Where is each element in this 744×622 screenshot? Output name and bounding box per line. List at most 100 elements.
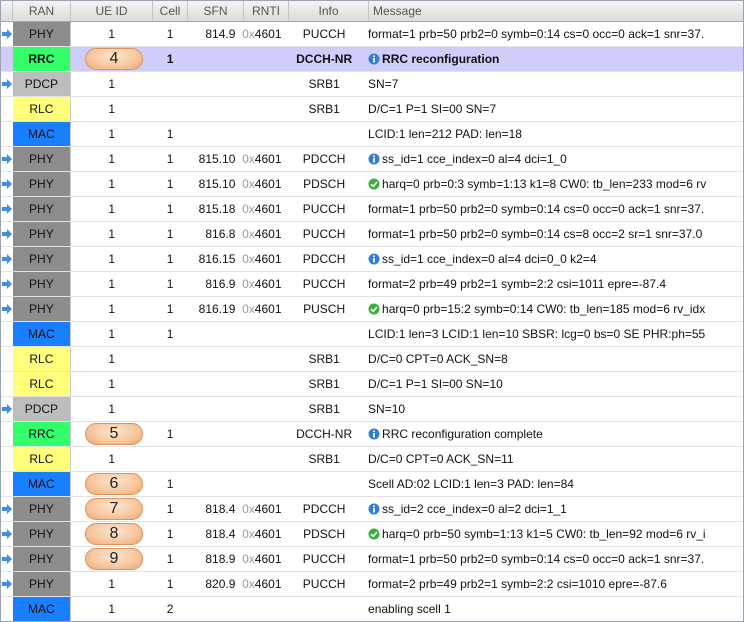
table-row[interactable]: PHY 1 818.4 0x4601 PDSCH harq=0 prb=50 symb=1… [1,522,743,547]
row-arrow-cell [1,572,13,596]
ran-layer-cell: PHY [12,547,71,571]
direction-arrow-icon [2,279,12,289]
header-ue-id[interactable]: UE ID [71,1,153,21]
table-row[interactable]: PHY 1 1 815.18 0x4601 PUCCH format=1 prb=50 pr… [1,197,743,222]
row-arrow-cell [1,47,13,71]
cell-id-cell: 1 [166,27,174,41]
table-row[interactable]: RRC 1 DCCH-NR RRC reconfiguration complete 5 [1,422,743,447]
rnti-cell [239,372,284,396]
table-row[interactable]: PHY 1 1 820.9 0x4601 PUCCH format=2 prb=49 prb… [1,572,743,597]
info-cell: SRB1 [308,402,340,416]
cell-id-cell: 1 [166,227,174,241]
message-cell: harq=0 prb=0:3 symb=1:13 k1=8 CW0: tb_le… [364,172,743,196]
table-row[interactable]: PHY 1 1 816.9 0x4601 PUCCH format=2 prb=49 prb… [1,272,743,297]
table-row[interactable]: PHY 1 1 815.10 0x4601 PDSCH harq=0 prb=0:3 sym… [1,172,743,197]
message-cell: ss_id=2 cce_index=0 al=2 dci=1_1 [364,497,743,521]
table-row[interactable]: RLC 1 SRB1 D/C=1 P=1 SI=00 SN=10 [1,372,743,397]
table-row[interactable]: MAC 1 1 LCID:1 len=212 PAD: len=18 [1,122,743,147]
ue-id-cell: 1 [108,227,116,241]
table-row[interactable]: PHY 1 1 816.8 0x4601 PUCCH format=1 prb=50 prb… [1,222,743,247]
table-row[interactable]: PHY 1 818.4 0x4601 PDCCH ss_id=2 cce_index=0 … [1,497,743,522]
direction-arrow-icon [2,154,12,164]
header-message[interactable]: Message [373,4,422,18]
ran-layer-cell: RLC [12,447,71,471]
table-row[interactable]: RLC 1 SRB1 D/C=0 CPT=0 ACK_SN=11 [1,447,743,472]
table-row[interactable]: RLC 1 SRB1 D/C=1 P=1 SI=00 SN=7 [1,97,743,122]
rnti-cell [239,97,284,121]
message-cell: SN=10 [364,397,743,421]
message-text: enabling scell 1 [368,602,451,616]
table-row[interactable]: MAC 1 1 LCID:1 len=3 LCID:1 len=10 SBSR: lc… [1,322,743,347]
rnti-value: 4601 [254,502,282,516]
message-text: RRC reconfiguration complete [382,427,543,441]
cell-id-cell: 1 [166,527,174,541]
table-row[interactable]: PHY 1 818.9 0x4601 PUCCH format=1 prb=50 prb2… [1,547,743,572]
rnti-prefix: 0x [242,577,255,591]
table-row[interactable]: PHY 1 1 816.19 0x4601 PUSCH harq=0 prb=15:2 sy… [1,297,743,322]
ran-layer-cell: PHY [12,197,71,221]
header-rnti[interactable]: RNTI [244,1,289,21]
message-cell: D/C=0 CPT=0 ACK_SN=11 [364,447,743,471]
cell-id-cell: 1 [166,577,174,591]
sfn-cell: 815.10 [198,152,236,166]
check-icon [368,528,380,540]
row-arrow-cell [1,422,13,446]
direction-arrow-icon [2,229,12,239]
table-row[interactable]: RLC 1 SRB1 D/C=0 CPT=0 ACK_SN=8 [1,347,743,372]
message-text: format=1 prb=50 prb2=0 symb=0:14 cs=8 oc… [368,227,703,241]
cell-id-cell: 1 [166,177,174,191]
row-arrow-cell [1,522,13,546]
ue-id-cell: 1 [108,277,116,291]
message-text: format=1 prb=50 prb2=0 symb=0:14 cs=0 oc… [368,202,705,216]
rnti-cell: 0x4601 [239,172,284,196]
table-row[interactable]: MAC 1 2 enabling scell 1 [1,597,743,621]
header-cell[interactable]: Cell [153,1,188,21]
header-sfn[interactable]: SFN [188,1,244,21]
table-row[interactable]: PHY 1 1 815.10 0x4601 PDCCH ss_id=1 cce_index=… [1,147,743,172]
sfn-cell [188,447,240,471]
ue-id-cell: 1 [108,377,116,391]
table-row[interactable]: PDCP 1 SRB1 SN=7 [1,72,743,97]
rnti-prefix: 0x [242,502,255,516]
message-text: SN=7 [368,77,399,91]
header-info[interactable]: Info [289,1,369,21]
row-arrow-cell [1,122,13,146]
info-cell: PDSCH [303,527,346,541]
info-cell: PUCCH [302,227,346,241]
info-icon [368,53,380,65]
ue-id-cell: 1 [108,252,116,266]
table-row[interactable]: RRC 1 DCCH-NR RRC reconfiguration 4 [1,47,743,72]
sfn-cell: 820.9 [205,577,236,591]
info-cell: PDSCH [303,177,346,191]
rnti-prefix: 0x [242,302,255,316]
message-cell: D/C=1 P=1 SI=00 SN=7 [364,97,743,121]
rnti-value: 4601 [254,302,282,316]
table-row[interactable]: PDCP 1 SRB1 SN=10 [1,397,743,422]
direction-arrow-icon [2,304,12,314]
cell-id-cell: 1 [166,127,174,141]
rnti-value: 4601 [254,277,282,291]
direction-arrow-icon [2,179,12,189]
info-cell: DCCH-NR [296,52,353,66]
info-icon [368,153,380,165]
ue-id-cell: 1 [108,302,116,316]
sfn-cell: 816.8 [205,227,236,241]
cell-id-cell: 1 [166,427,174,441]
row-arrow-cell [1,222,13,246]
ran-layer-cell: PHY [12,247,71,271]
info-cell: PDCCH [302,252,346,266]
table-row[interactable]: PHY 1 1 814.9 0x4601 PUCCH format=1 prb=50 prb… [1,22,743,47]
table-body: PHY 1 1 814.9 0x4601 PUCCH format=1 prb=50 prb… [1,22,743,621]
header-ran[interactable]: RAN [13,1,71,21]
table-row[interactable]: MAC 1 Scell AD:02 LCID:1 len=3 PAD: len=84… [1,472,743,497]
rnti-prefix: 0x [242,252,255,266]
info-cell [284,322,364,346]
ran-layer-cell: PHY [12,172,71,196]
ran-layer-cell: MAC [12,472,71,496]
row-arrow-cell [1,297,13,321]
table-row[interactable]: PHY 1 1 816.15 0x4601 PDCCH ss_id=1 cce_index=… [1,247,743,272]
ran-layer-cell: PHY [12,572,71,596]
message-text: format=2 prb=49 prb2=1 symb=2:2 csi=1010… [368,577,667,591]
rnti-cell: 0x4601 [239,547,284,571]
message-text: ss_id=2 cce_index=0 al=2 dci=1_1 [382,502,567,516]
